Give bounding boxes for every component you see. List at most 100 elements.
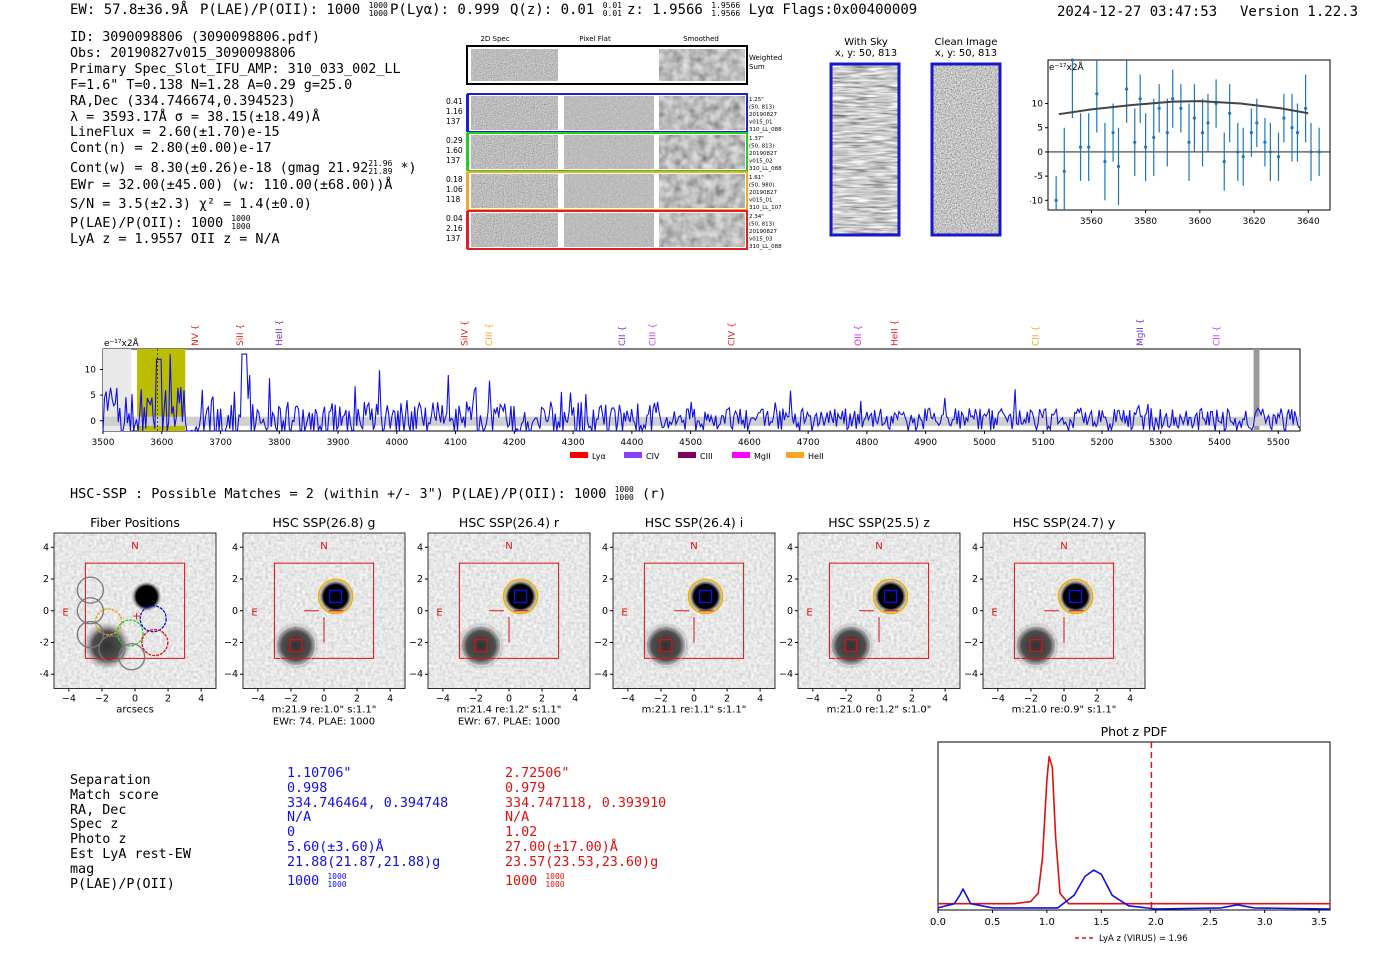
spectrum-y-tick-label: 0 [90,417,96,427]
frac-lo: 1000 [368,9,388,18]
fiber-circle [118,643,146,671]
zoom-spectrum-chart: -10 -5 0 5 10 3560 3580 3600 3620 3640 e⁻¹⁷x2Å [1030,58,1331,227]
hsc-y-tick-label: 0 [787,606,793,617]
zoom-x-tick-label: 3620 [1243,217,1266,227]
hsc-y-tick-label: 0 [972,606,978,617]
cutout-row-meta: 310_LL_107 [749,205,782,211]
cutout-row-marker [466,133,469,171]
match-value: 1000 1000 1000 [505,872,666,890]
hsc-image [613,533,775,689]
hsc-aperture [1015,625,1057,666]
legend-label: Lyα [592,452,606,461]
hsc-caption: m:21.4 re:1.2" s:1.1" [457,705,562,716]
legend-swatch [624,452,642,458]
zoom-data-point [1171,97,1175,101]
hsc-red-marker [1029,639,1043,653]
photz-x-tick-label: 3.5 [1311,917,1327,928]
hsc-aperture [890,623,914,646]
spectrum-x-tick-label: 5300 [1149,438,1172,448]
hsc-y-tick-label: −4 [224,669,238,680]
spectrum-line-label: CIV { [728,322,738,346]
photz-x-tick-label: 1.0 [1039,917,1055,928]
hsc-panels: Fiber Positions N E + −4 −4 −2 −2 0 0 2 2 4 4 arcsecs H… [40,515,1146,728]
cutout-row-meta: 2.34" [749,214,764,220]
zoom-data-point [1157,106,1161,110]
spectrum-x-tick-label: 4900 [914,438,937,448]
photz-x-tick-label: 3.0 [1257,917,1273,928]
cutout-smoothed [659,213,745,247]
zoom-data-point [1200,130,1205,135]
spectrum-x-tick-label: 3700 [209,438,232,448]
cutout-smoothed [659,135,745,169]
info-contn: Cont(n) = 2.80(±0.00)e-17 [70,141,272,157]
legend-swatch [732,452,750,458]
zoom-data-point [1144,145,1148,149]
info-lambda: λ = 3593.17Å σ = 38.15(±18.49)Å [70,109,320,125]
zoom-data-point [1138,97,1142,101]
hsc-panel: HSC SSP(24.7) y N E −4 −4 −2 −2 0 0 2 2 4 4 m:21.0 re… [964,515,1146,716]
cutout-row-marker [466,172,469,210]
match-value: 1000 1000 1000 [287,872,448,890]
zoom-x-tick-label: 3580 [1134,217,1157,227]
hsc-panel-title: HSC SSP(24.7) y [1013,515,1116,530]
frac-lo: 1000 [327,879,347,889]
hsc-east-label: E [251,608,257,619]
cutout-row-meta: (50, 813) [749,144,774,150]
zoom-data-point [1111,130,1115,135]
fiber-circle [76,597,105,625]
hsc-blue-marker [1068,589,1083,604]
zoom-data-point [1192,116,1197,120]
hsc-y-tick-label: −2 [964,637,978,648]
frac-hi: 21.96 [368,159,393,169]
info-ewr: EWr = 32.00(±45.00) (w: 110.00(±68.00))Å [70,178,393,194]
photz-x-tick-label: 0.0 [930,917,946,928]
hsc-caption: m:21.9 re:1.0" s:1.1" [272,705,377,716]
hsc-y-tick-label: −2 [409,637,423,648]
cutout-row-meta: 20190827 [749,229,777,235]
hsc-match-ellipse [872,578,909,615]
match-label: RA, Dec [70,802,127,818]
spectrum-line-label: CIII { [485,323,495,346]
hsc-star [131,581,162,612]
clean-image [933,65,999,234]
zoom-data-point [1276,155,1281,159]
fiber-circle [76,620,105,649]
spectrum-masked-region [1253,349,1260,431]
zoom-data-point [1268,150,1272,154]
hsc-y-tick-label: 2 [972,574,978,585]
cutout-row-stat: 0.04 [446,214,463,223]
spectrum-line-label: MgII { [1136,319,1146,346]
hsc-galaxy [826,621,875,670]
ew-text: EW: 57.8±36.9Å [70,2,189,18]
hsc-east-label: E [991,608,997,619]
zoom-y-tick-label: 0 [1037,148,1043,158]
hsc-y-tick-label: 0 [417,606,423,617]
cutout-2d-spec [471,96,558,130]
hsc-blue-marker [328,589,343,604]
cutout-2d-spec [471,135,558,169]
zoom-unit-label: e⁻¹⁷x2Å [1049,61,1085,73]
match-value: 2.72506" [505,766,570,781]
header-ew: EW: 57.8±36.9Å [70,2,188,18]
zoom-data-point [1095,92,1099,96]
zoom-data-point [1078,145,1083,149]
hsc-x-tick-label: 4 [757,694,763,705]
hsc-panel: Fiber Positions N E + −4 −4 −2 −2 0 0 2 2 4 4 arcsecs [40,515,217,716]
legend-label: CIV [646,452,660,461]
spectrum-x-tick-label: 3900 [327,438,350,448]
hsc-x-tick-label: −2 [284,694,298,705]
clean-image-title: Clean Image x, y: 50, 813 [930,37,1002,59]
legend-swatch [678,452,696,458]
zoom-data-point [1206,121,1210,125]
zoom-data-point [1152,135,1156,140]
match-value: 1.10706" [287,766,352,781]
cutout-row-meta: v015_03 [749,237,773,243]
hsc-caption: m:21.0 re:0.9" s:1.1" [1012,705,1117,716]
hsc-panel-title: HSC SSP(26.8) g [273,515,376,530]
zoom-data-point [1241,155,1245,159]
zoom-x-tick-label: 3560 [1080,217,1103,227]
spectrum-line-label: SiII { [236,324,246,346]
plae-fraction: 1000 1000 [231,214,250,231]
match-value: 5.60(±3.60)Å [287,839,384,855]
hsc-aperture [520,623,544,646]
